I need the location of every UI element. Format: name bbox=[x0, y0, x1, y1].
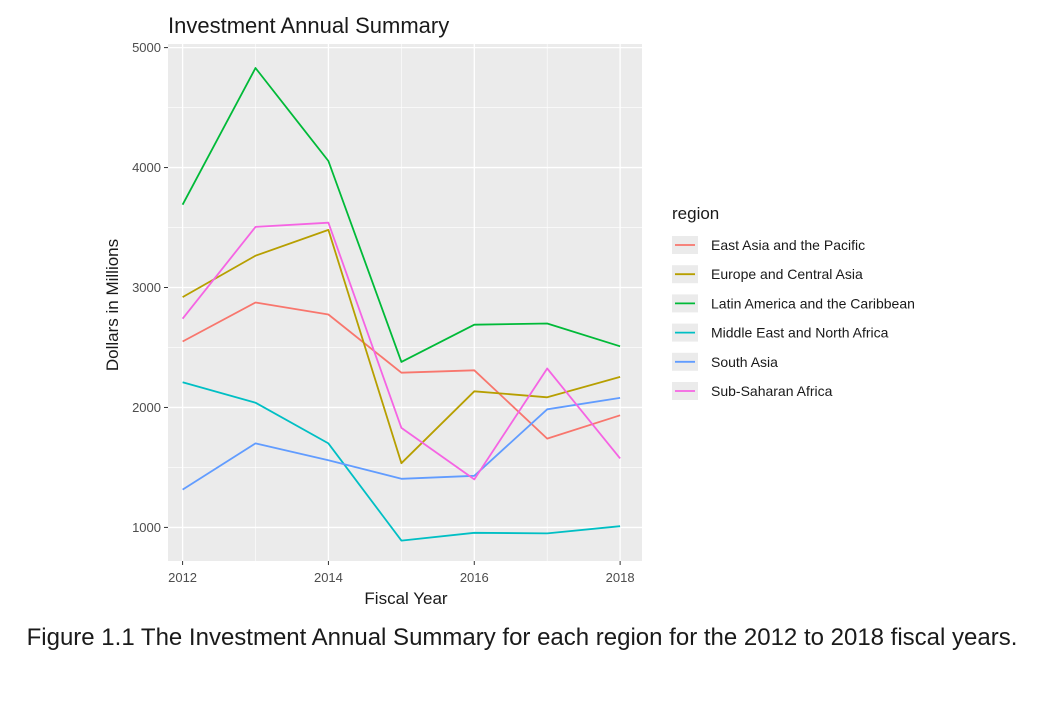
legend-label-4: South Asia bbox=[711, 354, 778, 370]
legend-title: region bbox=[672, 204, 719, 223]
y-tick-label: 1000 bbox=[132, 520, 161, 535]
series-line-0 bbox=[182, 301, 621, 440]
y-tick-label: 2000 bbox=[132, 400, 161, 415]
x-tick-label: 2016 bbox=[460, 570, 489, 585]
y-tick-label: 5000 bbox=[132, 40, 161, 55]
plot-background bbox=[168, 44, 642, 561]
legend-label-0: East Asia and the Pacific bbox=[711, 237, 865, 253]
x-axis-label: Fiscal Year bbox=[364, 589, 447, 608]
x-tick-label: 2014 bbox=[314, 570, 343, 585]
x-tick-label: 2012 bbox=[168, 570, 197, 585]
legend: region East Asia and the Pacific Europe a… bbox=[672, 204, 915, 400]
plot-panel: 1000 2000 3000 4000 5000 2012 2014 2016 2018 bbox=[132, 40, 642, 585]
line-chart: Investment Annual Summary 1000 2000 3000 40… bbox=[103, 13, 915, 608]
y-axis-label: Dollars in Millions bbox=[103, 239, 122, 371]
series-line-4 bbox=[182, 397, 621, 491]
legend-label-1: Europe and Central Asia bbox=[711, 266, 863, 282]
series-line-1 bbox=[182, 228, 621, 465]
figure-caption: Figure 1.1 The Investment Annual Summary… bbox=[26, 624, 1018, 651]
series-line-5 bbox=[181, 221, 621, 481]
chart-title: Investment Annual Summary bbox=[168, 13, 449, 38]
legend-label-2: Latin America and the Caribbean bbox=[711, 295, 915, 311]
x-tick-label: 2018 bbox=[606, 570, 635, 585]
series-line-2 bbox=[181, 67, 621, 363]
legend-label-5: Sub-Saharan Africa bbox=[711, 383, 833, 399]
series-line-3 bbox=[182, 381, 621, 542]
y-tick-label: 4000 bbox=[132, 160, 161, 175]
legend-label-3: Middle East and North Africa bbox=[711, 325, 889, 341]
y-tick-label: 3000 bbox=[132, 280, 161, 295]
